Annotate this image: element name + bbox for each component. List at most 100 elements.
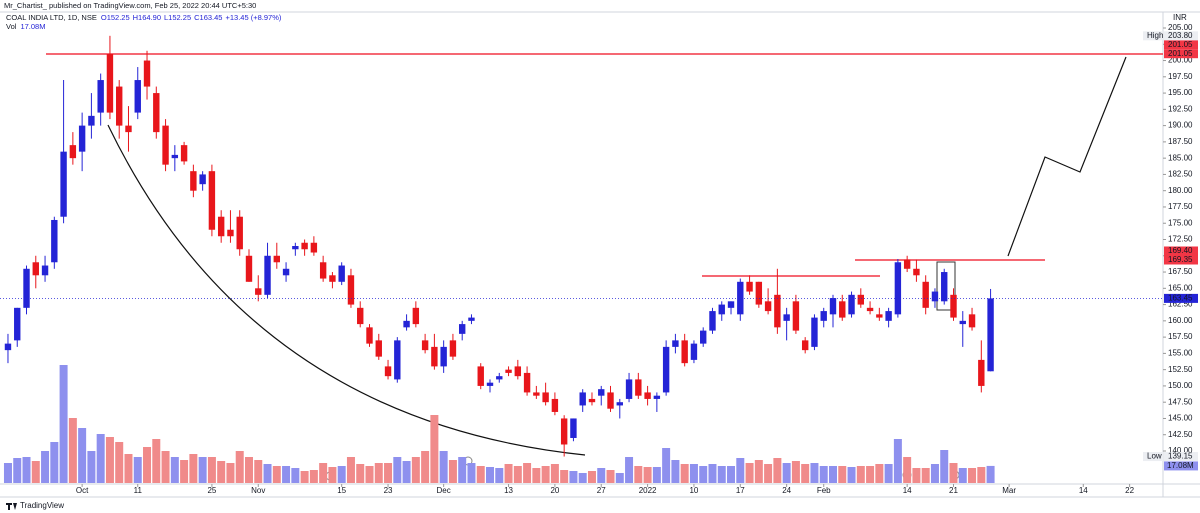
candle-body [190,171,197,191]
candle-body [88,115,95,126]
volume-bar [875,464,884,483]
candle-body [255,288,262,295]
candle-body [950,294,957,318]
volume-bar [421,451,430,483]
volume-bar [513,466,522,483]
volume-bar [374,463,383,483]
volume-bar [356,464,365,483]
volume-bar [217,461,226,483]
x-tick-label: 27 [597,486,606,495]
price-badge [1164,255,1198,265]
candle-body [273,255,280,263]
x-tick-label: 22 [1125,486,1134,495]
candle-body [60,151,67,217]
candle-body [505,369,512,373]
candle-body [579,392,586,406]
candle-body [625,379,633,399]
volume-bar [764,464,773,483]
candle-body [78,125,86,152]
volume-bar [736,458,745,483]
candle-body [551,398,559,412]
volume-bar [439,451,448,483]
volume-bar [847,467,856,483]
projection [1007,56,1127,257]
y-tick-label: 177.50 [1168,202,1193,211]
x-tick-label: Feb [817,486,831,495]
volume-bar [903,457,912,483]
candle-body [607,392,614,409]
candle-body [876,314,883,318]
volume-bar [615,473,624,483]
volume-bar [495,468,504,483]
legend-ohlc: COAL INDIA LTD, 1D, NSE O152.25 H164.90 L15… [6,13,282,22]
candle-body [653,395,661,399]
y-tick-label: 175.00 [1168,218,1193,227]
volume-bar [170,457,179,483]
candle-body [755,281,763,305]
candle-body [885,311,892,321]
y-tick-label: 147.50 [1168,397,1193,406]
x-tick-label: 25 [207,486,216,495]
volume-bar [671,460,680,483]
price-badge-label: 169.40 [1168,246,1193,255]
price-badge [1164,40,1198,50]
candle-body [236,216,243,250]
volume-bar [968,468,977,483]
candle-body [347,275,355,305]
highlight-box [936,261,956,311]
candle-body [922,281,929,308]
volume-bar [727,466,736,483]
candle-body [153,93,160,133]
volume-bar [791,461,800,483]
volume-bar [819,466,828,483]
price-badge-label: 169.35 [1168,255,1193,264]
volume-bar [59,365,68,483]
y-tick-label: 152.50 [1168,365,1193,374]
candle-body [97,80,104,113]
x-tick-label: Dec [437,486,451,495]
candle-body [672,340,679,347]
x-tick-label: 14 [903,486,912,495]
x-tick-label: 15 [337,486,346,495]
x-tick-label: 23 [384,486,393,495]
candle-body [560,418,568,445]
candle-body [792,301,800,331]
candle-body [514,366,522,377]
volume-bar [31,461,40,483]
y-tick-label: 172.50 [1168,235,1193,244]
price-badge [1164,293,1198,303]
volume-bar [254,460,263,483]
candle-body [366,327,373,344]
volume-badge-label: 17.08M [1167,461,1194,470]
candle-body [51,219,58,263]
candle-body [403,320,410,328]
candle-body [839,301,846,318]
candle-body [662,346,670,393]
candle-body [542,392,549,403]
candle-body [116,86,123,126]
volume-bar [745,463,754,483]
candle-body [598,389,605,396]
high-badge [1164,31,1198,41]
candle-body [931,291,939,302]
volume-bar [291,468,300,483]
plot [0,35,1163,483]
x-tick-label: 11 [134,486,143,495]
candle-body [903,259,911,269]
volume-bar [643,467,652,483]
volume-bar [152,439,161,483]
low-name: Low [1147,452,1162,461]
candle-body [227,229,234,237]
candle-body [319,262,327,279]
candle-body [533,392,540,396]
y-tick-label: 192.50 [1168,104,1193,113]
candle-body [106,54,114,113]
y-tick-label: 195.00 [1168,88,1193,97]
price-badge [1164,246,1198,256]
candle-body [301,242,308,250]
candle-body [987,298,994,372]
volume-bar [430,415,439,483]
curve [107,124,586,456]
volume-bar [161,451,170,483]
